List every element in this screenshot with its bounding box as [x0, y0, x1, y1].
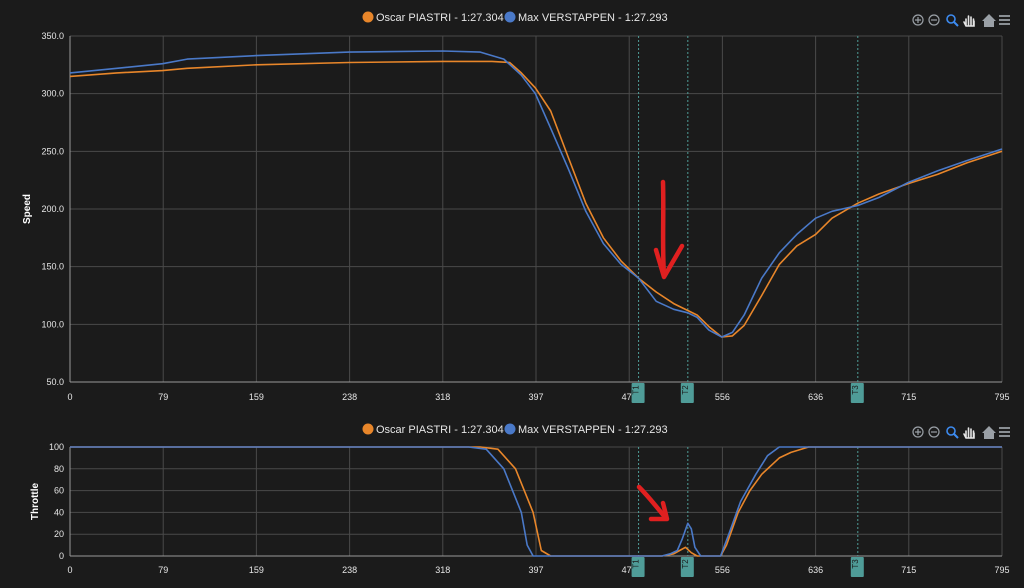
- x-tick-label: 159: [249, 392, 264, 402]
- pan-hand-icon[interactable]: [963, 427, 975, 439]
- legend-item[interactable]: Oscar PIASTRI - 1:27.304: [362, 423, 504, 437]
- zoom-selection-icon[interactable]: [946, 14, 959, 27]
- zoom-in-icon[interactable]: [912, 14, 924, 26]
- y-tick-label: 80: [54, 464, 64, 474]
- red-arrow-icon: [636, 484, 667, 519]
- legend-label: Oscar PIASTRI - 1:27.304: [376, 424, 504, 436]
- y-tick-label: 0: [59, 551, 64, 561]
- x-tick-label: 715: [901, 565, 916, 575]
- x-tick-label: 238: [342, 565, 357, 575]
- zoom-out-icon[interactable]: [928, 14, 940, 26]
- y-tick-label: 60: [54, 486, 64, 496]
- red-arrow-head-icon: [653, 243, 685, 280]
- series-line-piastri: [69, 60, 1003, 338]
- zoom-selection-icon[interactable]: [946, 426, 959, 439]
- corner-marker-badge: [850, 383, 864, 403]
- x-tick-label: 318: [435, 392, 450, 402]
- corner-marker-label: T3: [851, 559, 860, 569]
- y-tick-label: 250.0: [41, 146, 64, 156]
- corner-marker-label: T2: [681, 385, 690, 395]
- zoom-in-icon[interactable]: [912, 426, 924, 438]
- corner-marker-badge: [850, 557, 864, 577]
- menu-icon[interactable]: [999, 427, 1010, 437]
- home-icon[interactable]: [982, 426, 996, 439]
- y-tick-label: 350.0: [41, 31, 64, 41]
- x-tick-label: 0: [67, 392, 72, 402]
- corner-marker-label: T2: [681, 559, 690, 569]
- series-line-verstappen: [69, 50, 1003, 338]
- legend: Oscar PIASTRI - 1:27.304 Max VERSTAPPEN -…: [362, 423, 668, 437]
- corner-marker-badge: [680, 383, 694, 403]
- y-axis-label: Speed: [22, 194, 33, 224]
- x-tick-label: 556: [715, 392, 730, 402]
- annotation-arrows: [636, 179, 685, 522]
- corner-marker-label: T3: [851, 385, 860, 395]
- y-tick-label: 300.0: [41, 89, 64, 99]
- chart-toolbar: [912, 426, 1010, 439]
- menu-icon[interactable]: [999, 15, 1010, 25]
- x-tick-label: 477: [622, 392, 637, 402]
- legend-item[interactable]: Max VERSTAPPEN - 1:27.293: [504, 11, 668, 25]
- x-tick-label: 397: [528, 392, 543, 402]
- legend-item[interactable]: Oscar PIASTRI - 1:27.304: [362, 11, 504, 25]
- corner-marker-label: T1: [632, 385, 641, 395]
- legend: Oscar PIASTRI - 1:27.304 Max VERSTAPPEN -…: [362, 11, 668, 25]
- legend-label: Oscar PIASTRI - 1:27.304: [376, 12, 504, 24]
- x-tick-label: 79: [158, 392, 168, 402]
- x-tick-label: 715: [901, 392, 916, 402]
- home-icon[interactable]: [982, 14, 996, 27]
- corner-marker-badge: [631, 557, 645, 577]
- y-tick-label: 50.0: [46, 377, 64, 387]
- legend-marker: [362, 423, 374, 435]
- chart-speed: 50.0 100.0 150.0 200.0 250.0 300.0 350.0 0 79 159…: [22, 11, 1010, 403]
- pan-hand-icon[interactable]: [963, 15, 975, 27]
- legend-marker: [504, 11, 516, 23]
- x-tick-label: 318: [435, 565, 450, 575]
- legend-marker: [362, 11, 374, 23]
- red-arrow-icon: [660, 179, 667, 278]
- x-tick-label: 79: [158, 565, 168, 575]
- corner-marker-label: T1: [632, 559, 641, 569]
- x-tick-label: 477: [622, 565, 637, 575]
- series-line-verstappen: [70, 446, 1002, 557]
- x-tick-label: 556: [715, 565, 730, 575]
- y-tick-label: 40: [54, 507, 64, 517]
- x-tick-label: 159: [249, 565, 264, 575]
- y-tick-label: 200.0: [41, 204, 64, 214]
- x-tick-label: 238: [342, 392, 357, 402]
- y-tick-label: 100: [49, 442, 64, 452]
- y-tick-label: 150.0: [41, 262, 64, 272]
- chart-toolbar: [912, 14, 1010, 27]
- x-tick-label: 636: [808, 392, 823, 402]
- y-tick-label: 100.0: [41, 319, 64, 329]
- red-arrow-head-icon: [648, 500, 670, 522]
- x-tick-label: 636: [808, 565, 823, 575]
- x-tick-label: 397: [528, 565, 543, 575]
- zoom-out-icon[interactable]: [928, 426, 940, 438]
- corner-marker-badge: [631, 383, 645, 403]
- legend-label: Max VERSTAPPEN - 1:27.293: [518, 424, 668, 436]
- y-axis-label: Throttle: [30, 482, 41, 520]
- legend-item[interactable]: Max VERSTAPPEN - 1:27.293: [504, 423, 668, 437]
- legend-label: Max VERSTAPPEN - 1:27.293: [518, 12, 668, 24]
- chart-throttle: 0 20 40 60 80 100 0 79 159 238 318 397 477 556 636 715 7…: [30, 423, 1010, 577]
- series-line-piastri: [70, 446, 1002, 557]
- x-tick-label: 795: [994, 565, 1009, 575]
- corner-marker-badge: [680, 557, 694, 577]
- x-tick-label: 795: [994, 392, 1009, 402]
- y-tick-label: 20: [54, 529, 64, 539]
- legend-marker: [504, 423, 516, 435]
- x-tick-label: 0: [67, 565, 72, 575]
